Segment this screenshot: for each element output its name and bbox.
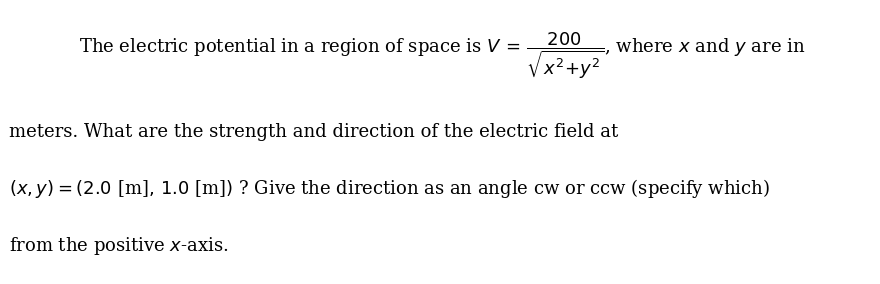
Text: from the positive $x$-axis.: from the positive $x$-axis. [9, 235, 229, 257]
Text: meters. What are the strength and direction of the electric field at: meters. What are the strength and direct… [9, 123, 618, 141]
Text: The electric potential in a region of space is $\mathit{V}\,=\,\dfrac{200}{\sqrt: The electric potential in a region of sp… [79, 31, 805, 82]
Text: $(x, y) = (2.0$ [m]$,\,1.0$ [m]$)$ ? Give the direction as an angle cw or ccw (s: $(x, y) = (2.0$ [m]$,\,1.0$ [m]$)$ ? Giv… [9, 178, 770, 200]
